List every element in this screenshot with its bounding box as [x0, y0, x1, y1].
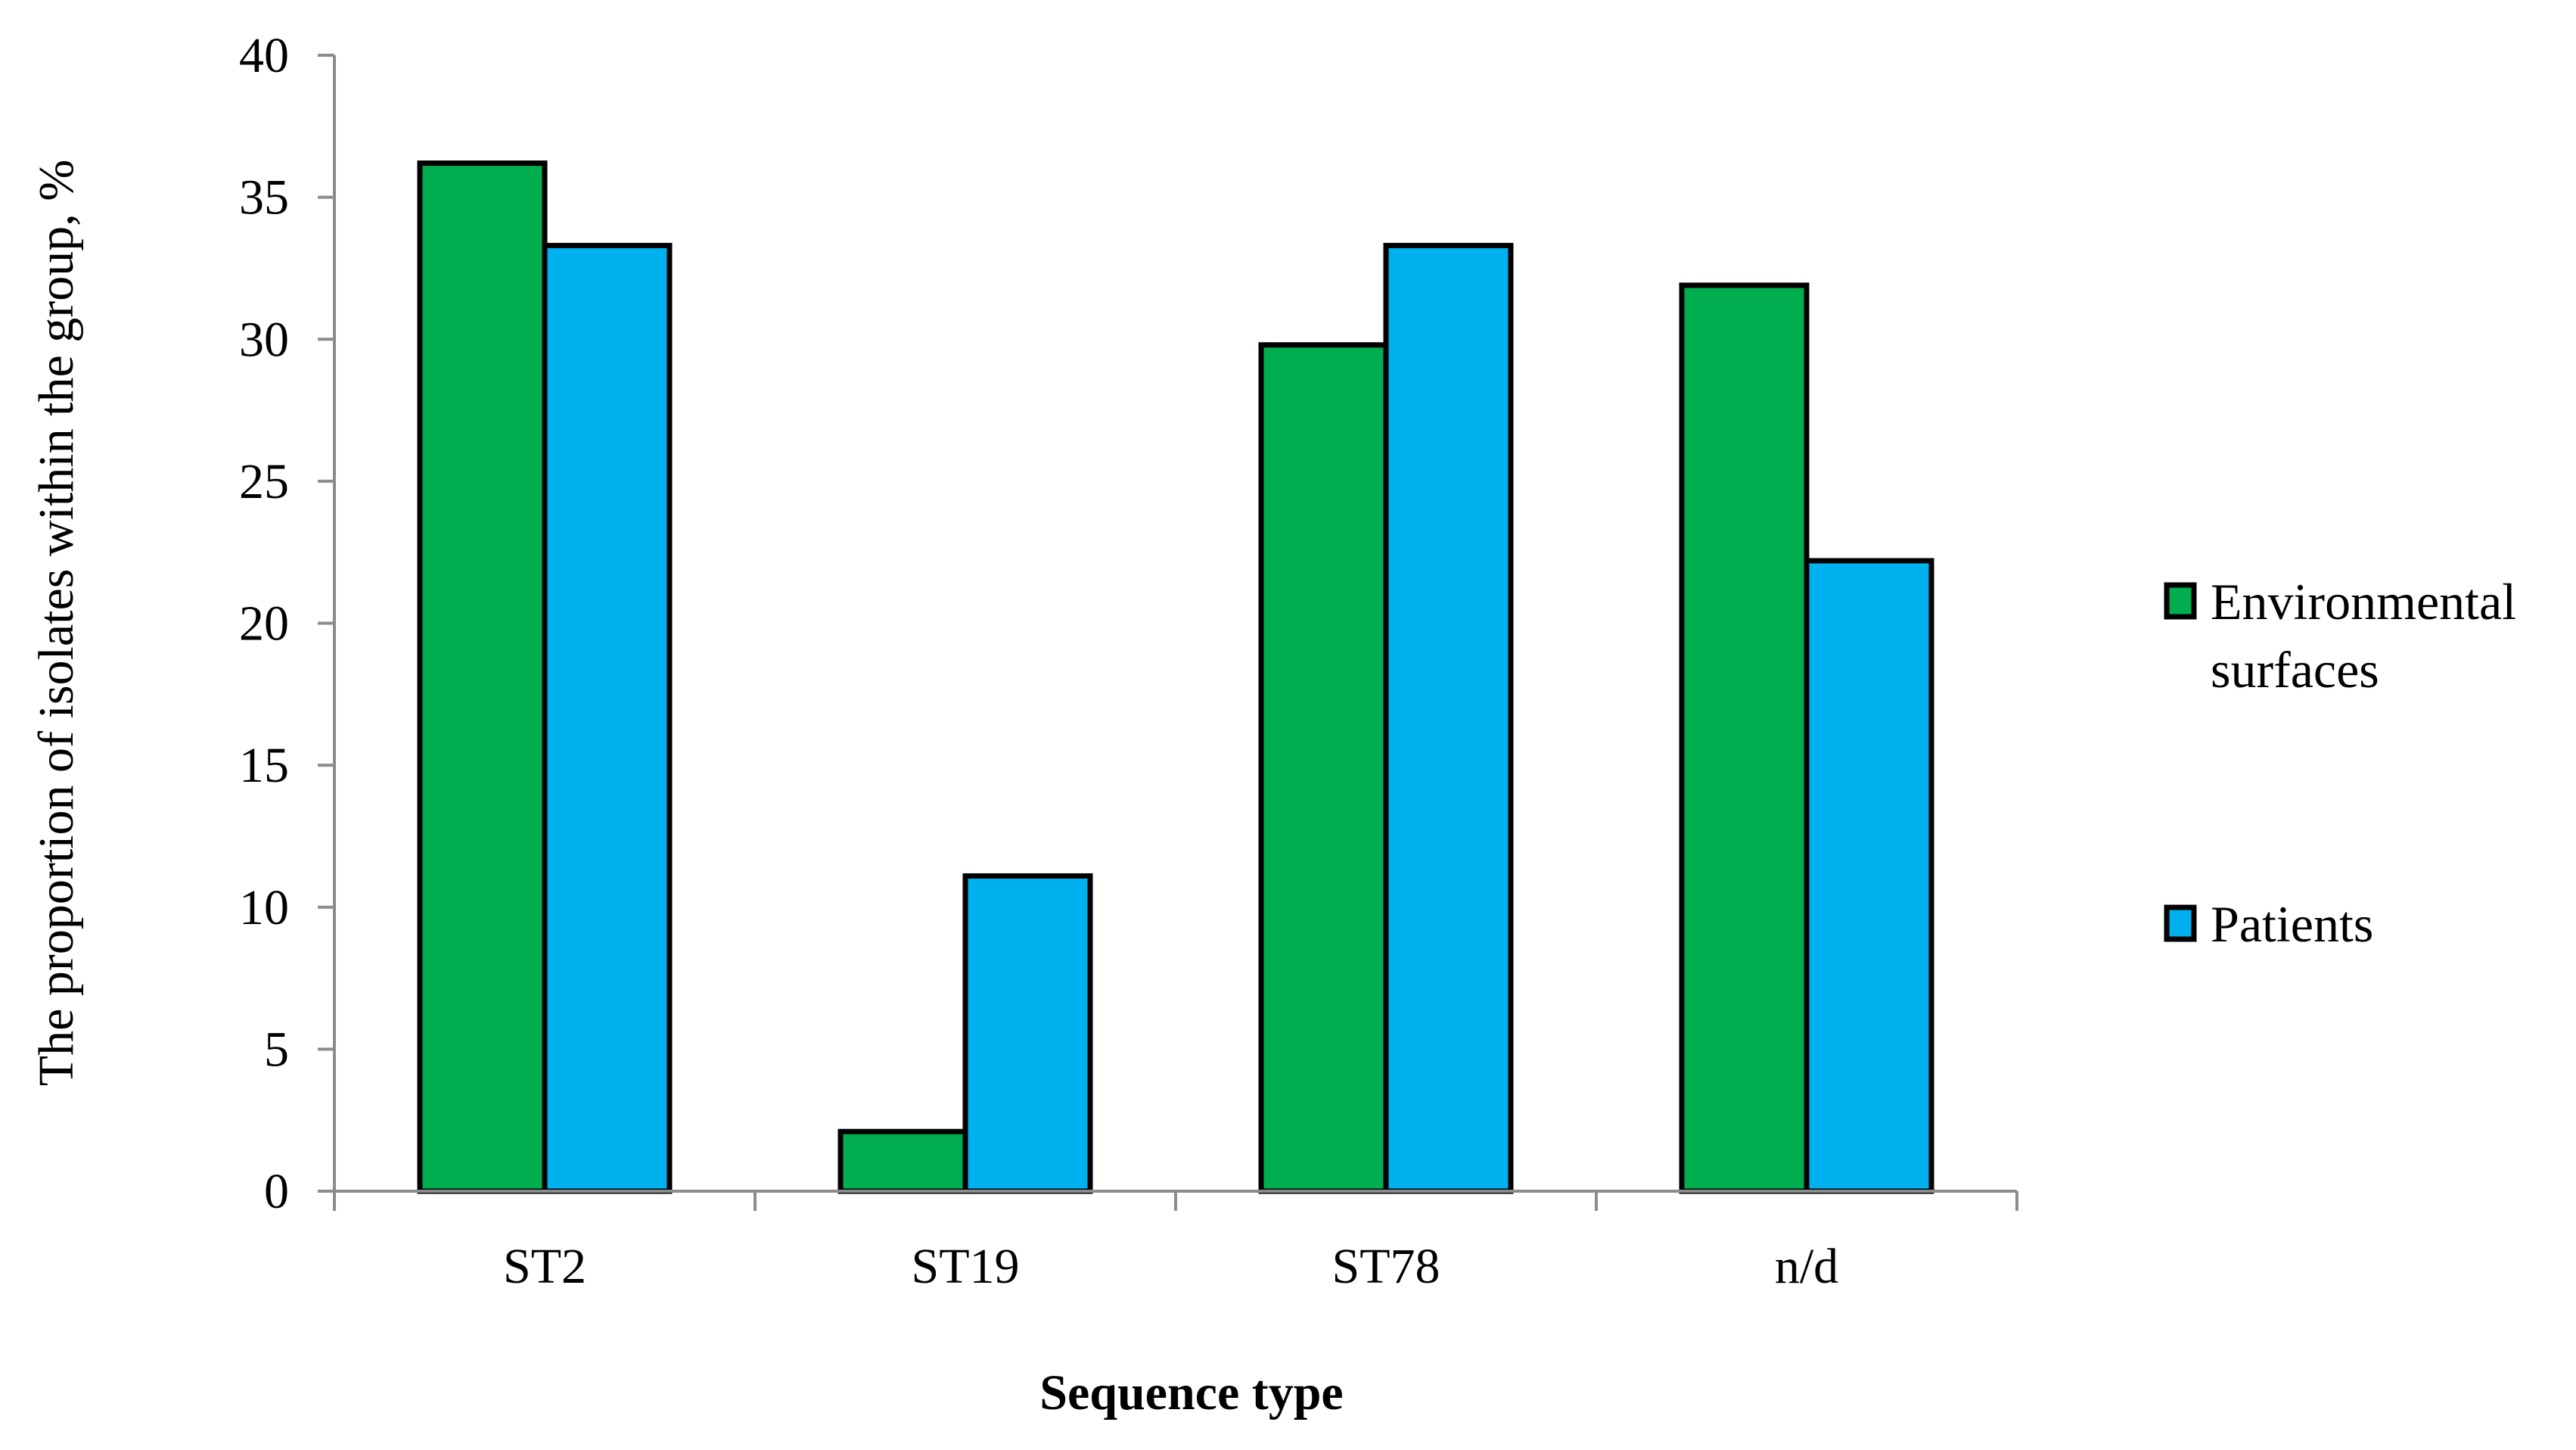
y-tick-label: 40 — [239, 28, 289, 83]
y-tick-label: 15 — [239, 738, 289, 793]
y-tick-label: 30 — [239, 312, 289, 367]
bar-patients-st78 — [1383, 242, 1514, 1194]
y-tick-label: 20 — [239, 596, 289, 652]
y-axis-label: The proportion of isolates within the gr… — [29, 160, 84, 1086]
x-category-label: ST78 — [1332, 1239, 1440, 1294]
y-tick-label: 0 — [264, 1164, 289, 1219]
legend-swatch — [2164, 904, 2197, 942]
y-tick-label: 35 — [239, 170, 289, 226]
bar-patients-nd — [1804, 558, 1934, 1194]
bar-patients-st19 — [962, 873, 1093, 1194]
x-axis-category-labels: ST2 ST19 ST78 n/d — [503, 1239, 1838, 1294]
legend-label: Patients — [2211, 895, 2373, 953]
bar-environmental-surfaces-nd — [1679, 282, 1810, 1194]
x-category-label: ST19 — [911, 1239, 1019, 1294]
axes — [318, 55, 2018, 1211]
x-category-label: n/d — [1775, 1239, 1838, 1294]
y-tick-label: 10 — [239, 880, 289, 935]
y-axis-ticks: 0 5 10 15 20 25 30 35 40 — [239, 28, 334, 1219]
y-tick-label: 25 — [239, 454, 289, 509]
legend-swatch — [2164, 582, 2197, 620]
bar-patients-st2 — [542, 242, 673, 1194]
bar-environmental-surfaces-st19 — [837, 1128, 968, 1194]
bar-environmental-surfaces-st2 — [417, 160, 548, 1194]
legend-label: surfaces — [2211, 641, 2379, 699]
legend: Environmental surfaces Patients — [2164, 573, 2516, 953]
bars-group — [417, 160, 1934, 1194]
y-axis-title: The proportion of isolates within the gr… — [29, 160, 84, 1086]
bar-environmental-surfaces-st78 — [1258, 342, 1389, 1194]
x-category-label: ST2 — [503, 1239, 586, 1294]
x-axis-label: Sequence type — [1039, 1365, 1343, 1420]
y-tick-label: 5 — [264, 1022, 289, 1077]
legend-label: Environmental — [2211, 573, 2516, 630]
